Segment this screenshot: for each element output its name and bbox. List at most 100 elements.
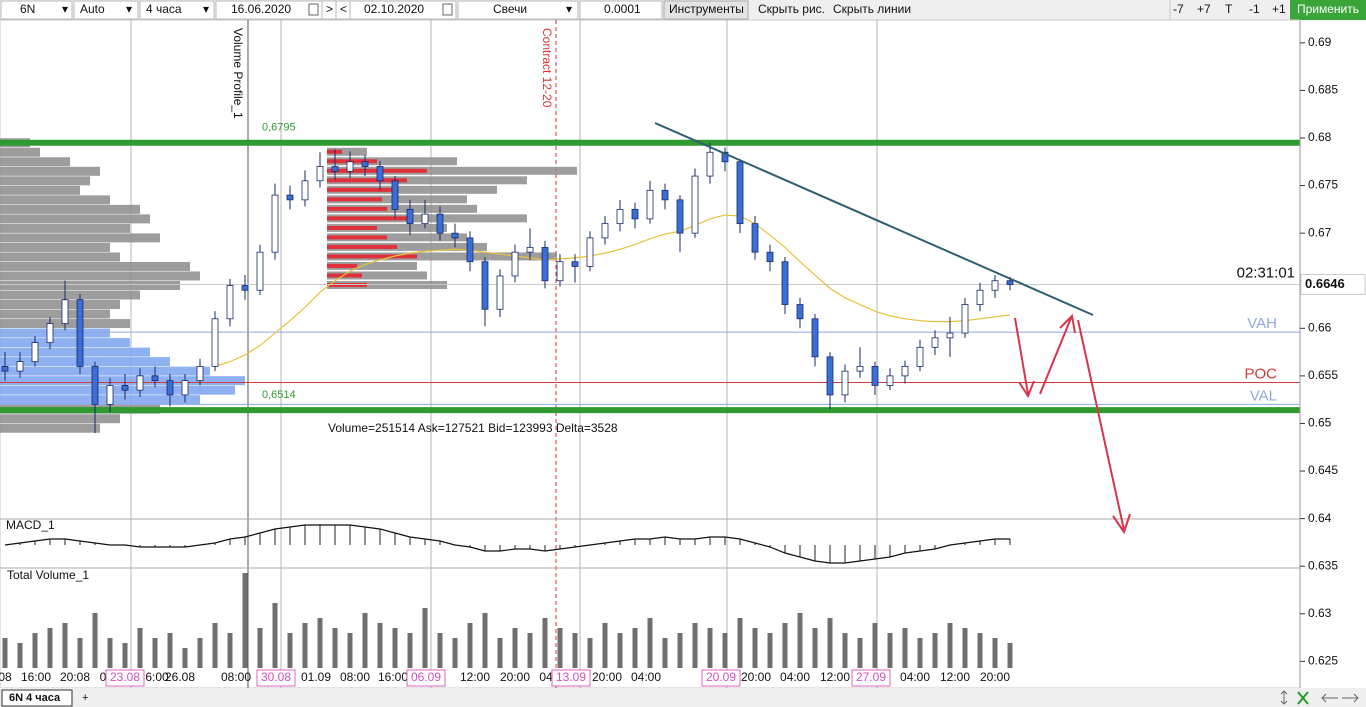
- apply-button[interactable]: [1290, 0, 1366, 20]
- symbol: 6N: [20, 2, 35, 16]
- x-tick-label: 16:00: [21, 670, 51, 684]
- plus1[interactable]: +1: [1272, 2, 1286, 16]
- volume-bar: [497, 638, 503, 668]
- candle-body: [556, 261, 564, 282]
- candle-body: [331, 166, 339, 172]
- profile-bar: [327, 223, 447, 232]
- arrow: [1077, 319, 1125, 531]
- calendar-icon[interactable]: [308, 3, 319, 16]
- y-tick-label: 0.625: [1308, 654, 1338, 668]
- y-tick-label: 0.635: [1308, 558, 1338, 572]
- price-box: [1300, 274, 1366, 296]
- expand-icon[interactable]: [1297, 691, 1309, 705]
- add-tab[interactable]: +: [82, 692, 88, 704]
- minus7[interactable]: -7: [1173, 2, 1184, 16]
- level-label: 0,6795: [262, 122, 296, 134]
- candle-body: [136, 375, 144, 391]
- x-tick-label: 04: [539, 670, 553, 684]
- y-tick-label: 0.655: [1308, 368, 1338, 382]
- x-tick-label: 13.09: [556, 670, 586, 684]
- date-to-input[interactable]: [349, 0, 457, 20]
- candle-body: [631, 208, 639, 220]
- candle-body: [916, 346, 924, 367]
- plus7[interactable]: +7: [1197, 2, 1211, 16]
- scale-select[interactable]: [73, 0, 139, 20]
- profile-bar: [0, 376, 245, 386]
- volume-bar: [587, 638, 593, 668]
- fit-icon[interactable]: [1280, 690, 1288, 705]
- candle-body: [106, 385, 114, 405]
- candle-body: [586, 237, 594, 267]
- volume-bar: [602, 623, 608, 668]
- candle-body: [541, 247, 549, 282]
- t-button[interactable]: T: [1225, 2, 1233, 16]
- candle-body: [706, 151, 714, 177]
- tick-size-input[interactable]: [579, 0, 663, 20]
- volume-bar: [527, 633, 533, 668]
- y-tick-label: 0.63: [1308, 606, 1332, 620]
- profile-bar: [0, 242, 110, 252]
- candle-body: [616, 208, 624, 225]
- profile-bar: [0, 423, 100, 433]
- tools-button[interactable]: [663, 0, 749, 20]
- arrow: [1039, 317, 1072, 395]
- candle-body: [241, 285, 249, 291]
- volume-bar: [467, 623, 473, 668]
- tab-bar: [0, 688, 1366, 707]
- calendar-icon[interactable]: [442, 3, 453, 16]
- candle-body: [811, 318, 819, 358]
- candle-body: [436, 213, 444, 234]
- symbol-select[interactable]: [0, 0, 73, 20]
- volume-bar: [797, 613, 803, 668]
- prev: <: [340, 2, 347, 16]
- volume-bar: [197, 638, 203, 668]
- chart-style: Свечи: [493, 2, 527, 16]
- panel-title: MACD_1: [6, 518, 55, 532]
- candle-body: [841, 370, 849, 396]
- minus1[interactable]: -1: [1249, 2, 1260, 16]
- volume-bar: [257, 628, 263, 668]
- candle-body: [661, 189, 669, 201]
- y-tick-label: 0.64: [1308, 511, 1332, 525]
- volume-bar: [287, 633, 293, 668]
- volume-bar: [362, 613, 368, 668]
- style-select[interactable]: [457, 0, 579, 20]
- apply: Применить: [1297, 2, 1359, 16]
- volume-bar: [647, 618, 653, 668]
- level-label: 0,6514: [262, 389, 296, 401]
- dropdown-arrow: ▾: [566, 2, 572, 16]
- x-tick-label: 04:00: [631, 670, 661, 684]
- candle-body: [301, 180, 309, 201]
- volume-bar: [842, 633, 848, 668]
- tab-label: 6N 4 часа: [9, 692, 61, 704]
- volume-bar: [857, 638, 863, 668]
- hide-lines[interactable]: Скрыть линии: [833, 2, 911, 16]
- profile-bar: [0, 328, 110, 338]
- y-tick-label: 0.645: [1308, 463, 1338, 477]
- arrow-head: [1059, 313, 1076, 334]
- hide-drawings[interactable]: Скрыть рис.: [758, 2, 825, 16]
- plot-area[interactable]: [0, 19, 1301, 689]
- x-tick-label: 08:00: [221, 670, 251, 684]
- candle-body: [781, 261, 789, 305]
- volume-bar: [392, 628, 398, 668]
- macd-line: [4, 524, 1010, 564]
- date-highlight: [551, 669, 591, 687]
- volume-bar: [92, 613, 98, 668]
- timeframe-select[interactable]: [139, 0, 215, 20]
- profile-bar: [0, 347, 150, 357]
- candle-body: [766, 251, 774, 263]
- right-icon[interactable]: [1342, 693, 1359, 703]
- y-tick-label: 0.68: [1308, 130, 1332, 144]
- x-tick-label: 20:00: [500, 670, 530, 684]
- candle-body: [571, 261, 579, 267]
- trend-line[interactable]: [654, 122, 1094, 316]
- candle-body: [721, 151, 729, 163]
- profile-bar: [0, 414, 120, 424]
- profile-bid-bar: [327, 206, 387, 211]
- tab[interactable]: [1, 689, 73, 707]
- profile-bar: [0, 261, 190, 271]
- left-icon[interactable]: [1321, 693, 1338, 703]
